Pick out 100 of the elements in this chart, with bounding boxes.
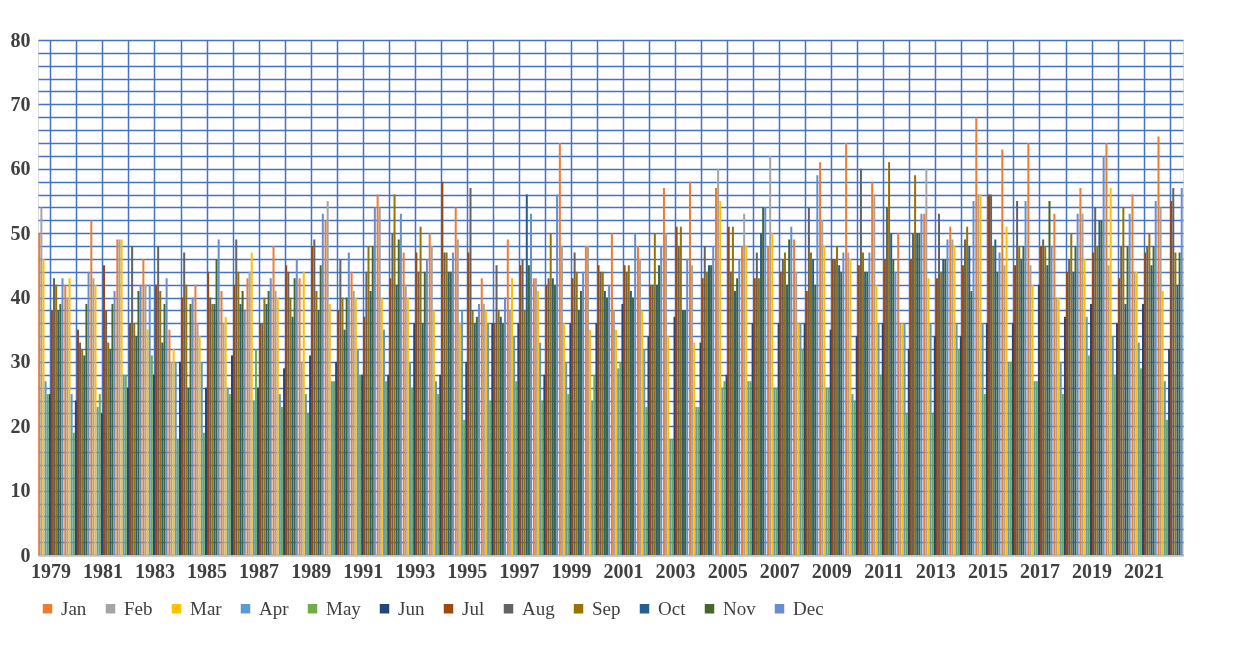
bar bbox=[72, 432, 75, 555]
bar bbox=[909, 258, 912, 555]
legend-label: Mar bbox=[190, 597, 223, 619]
legend-label: Jun bbox=[398, 597, 425, 619]
bar bbox=[87, 271, 90, 555]
bar bbox=[862, 252, 865, 555]
bar bbox=[328, 303, 331, 555]
bar bbox=[513, 336, 516, 555]
bar bbox=[217, 239, 220, 555]
x-tick-label: 2009 bbox=[811, 559, 852, 582]
bar bbox=[463, 419, 466, 555]
bar bbox=[855, 336, 858, 555]
bar bbox=[146, 329, 149, 555]
bar bbox=[1022, 246, 1025, 555]
bar bbox=[816, 175, 819, 555]
bar bbox=[970, 291, 973, 555]
bar bbox=[1066, 271, 1069, 555]
bar bbox=[313, 239, 316, 555]
bar bbox=[81, 349, 84, 555]
bar bbox=[105, 310, 108, 555]
bar bbox=[623, 265, 626, 555]
bar bbox=[859, 168, 862, 555]
bar bbox=[968, 246, 971, 555]
bar bbox=[688, 181, 691, 555]
bar bbox=[198, 336, 201, 555]
bar bbox=[1020, 258, 1023, 555]
bar bbox=[172, 349, 175, 555]
bar bbox=[163, 303, 166, 555]
bar bbox=[196, 323, 199, 555]
bar bbox=[573, 252, 576, 555]
bar bbox=[480, 278, 483, 555]
bar bbox=[734, 291, 737, 555]
bar bbox=[397, 239, 400, 555]
x-tick-label: 1983 bbox=[135, 559, 175, 582]
bar bbox=[246, 278, 249, 555]
bar bbox=[701, 278, 704, 555]
bar bbox=[805, 291, 808, 555]
bar bbox=[1174, 252, 1177, 555]
bar bbox=[50, 310, 53, 555]
bar bbox=[894, 271, 897, 555]
bar bbox=[567, 394, 570, 555]
bar bbox=[113, 291, 116, 555]
x-tick-label: 2019 bbox=[1072, 559, 1113, 582]
bar bbox=[517, 323, 520, 555]
bar bbox=[1163, 381, 1166, 555]
bar bbox=[148, 284, 151, 555]
bar bbox=[617, 368, 620, 555]
bar bbox=[579, 291, 582, 555]
bar bbox=[530, 213, 533, 555]
bar bbox=[409, 361, 412, 555]
bar bbox=[1126, 246, 1129, 555]
bar bbox=[1152, 246, 1155, 555]
bar bbox=[769, 155, 772, 555]
bar bbox=[1150, 265, 1153, 555]
bar bbox=[660, 246, 663, 555]
bar bbox=[1154, 200, 1157, 555]
bar bbox=[1137, 342, 1140, 555]
bar bbox=[897, 233, 900, 555]
bar bbox=[783, 252, 786, 555]
bar bbox=[964, 239, 967, 555]
bar bbox=[597, 265, 600, 555]
bar bbox=[142, 258, 145, 555]
bar bbox=[315, 291, 318, 555]
bar bbox=[1105, 143, 1108, 555]
y-tick-label: 10 bbox=[10, 479, 31, 502]
bar bbox=[345, 297, 348, 555]
bar bbox=[482, 303, 485, 555]
bar bbox=[411, 387, 414, 555]
bar bbox=[1076, 213, 1079, 555]
bar bbox=[376, 194, 379, 555]
bar bbox=[743, 213, 746, 555]
bar bbox=[881, 323, 884, 555]
bar bbox=[1029, 265, 1032, 555]
bar bbox=[686, 258, 689, 555]
bar bbox=[300, 361, 303, 555]
x-tick-label: 2003 bbox=[655, 559, 696, 582]
bar bbox=[879, 374, 882, 555]
bar bbox=[1094, 207, 1097, 555]
bar bbox=[634, 233, 637, 555]
bar bbox=[129, 323, 132, 555]
y-tick-label: 80 bbox=[10, 28, 31, 51]
bar bbox=[569, 323, 572, 555]
bar bbox=[250, 252, 253, 555]
bar bbox=[549, 233, 552, 555]
bar bbox=[280, 406, 283, 555]
bar bbox=[458, 323, 461, 555]
bar bbox=[933, 336, 936, 555]
bar bbox=[111, 303, 114, 555]
bar bbox=[679, 226, 682, 555]
bar bbox=[537, 291, 540, 555]
bar bbox=[757, 278, 760, 555]
bar bbox=[66, 297, 69, 555]
bar bbox=[387, 374, 390, 555]
bar bbox=[170, 361, 173, 555]
bar bbox=[907, 349, 910, 555]
bar bbox=[451, 252, 454, 555]
bar bbox=[126, 387, 129, 555]
bar bbox=[1159, 207, 1162, 555]
bar bbox=[593, 374, 596, 555]
bar bbox=[571, 278, 574, 555]
